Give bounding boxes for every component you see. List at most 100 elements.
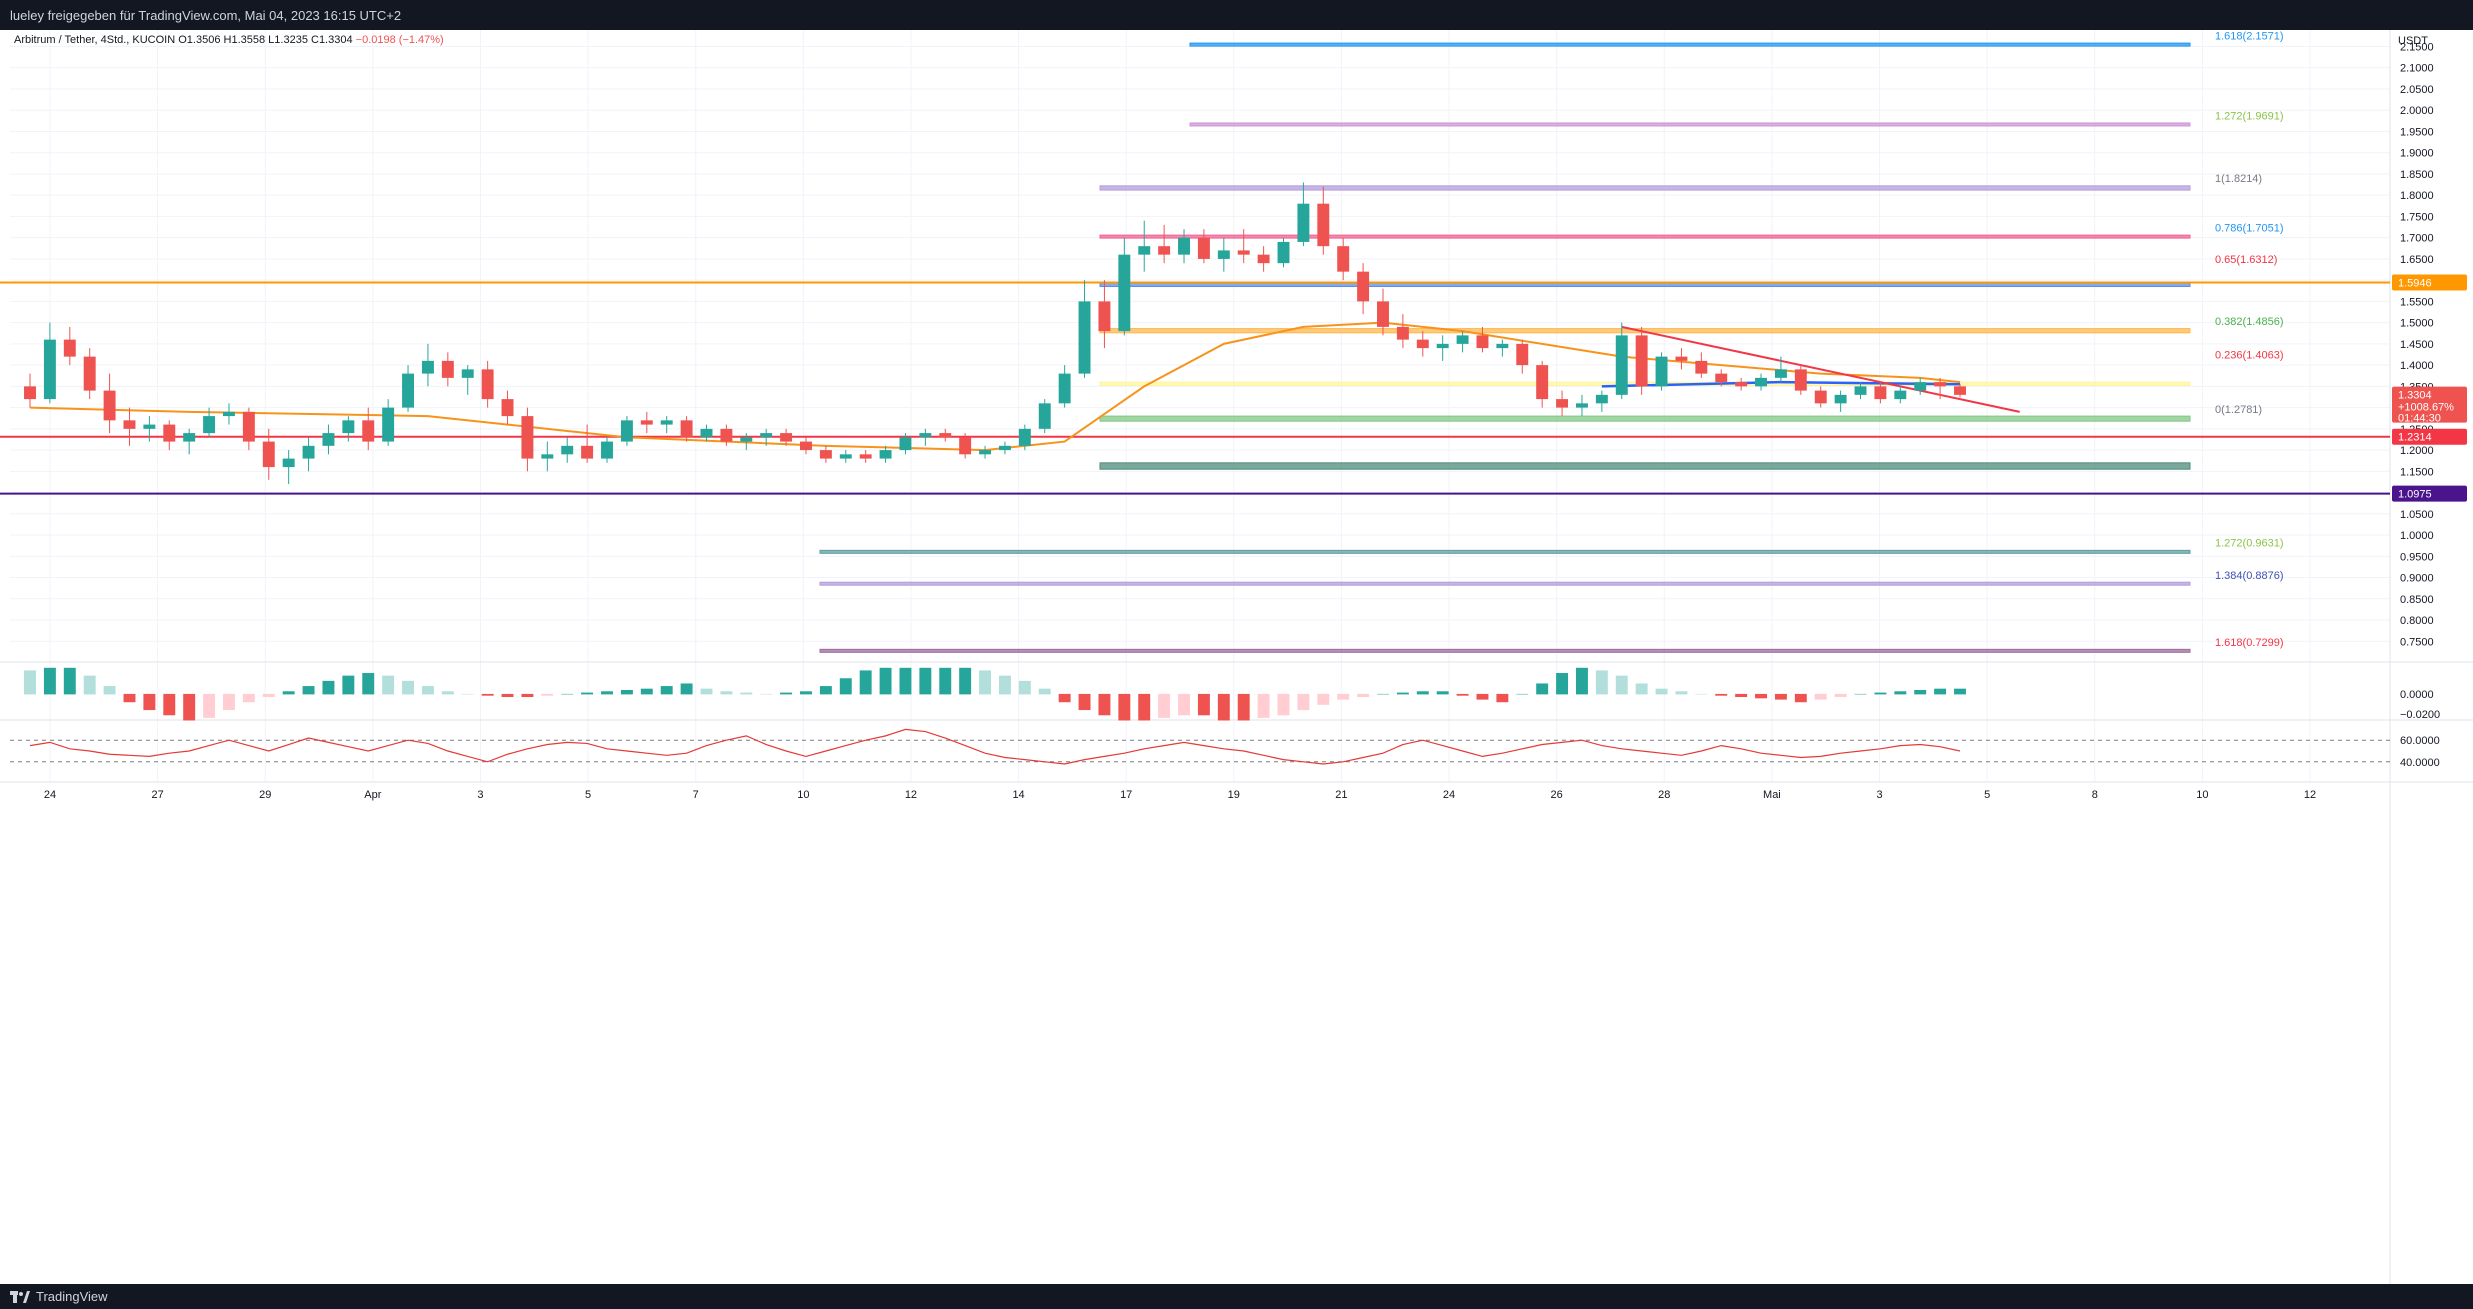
candle-body	[959, 437, 972, 455]
candle-body	[859, 454, 872, 459]
time-tick-label: 24	[1443, 789, 1455, 801]
macd-bar	[1377, 693, 1389, 695]
candle	[1118, 237, 1131, 336]
candle	[521, 407, 534, 472]
candle-body	[1536, 365, 1549, 400]
macd-bar	[461, 693, 474, 695]
candle	[1257, 246, 1270, 272]
chart-area[interactable]: 1.618(2.1571) 1.272(1.9691) 1(1.8214) 0.786…	[0, 30, 2473, 1284]
candle	[640, 411, 653, 434]
macd-bar	[1496, 693, 1509, 703]
zone-rect	[1189, 42, 2191, 47]
candle-body	[362, 420, 375, 442]
candle-body	[1615, 335, 1628, 395]
macd-bar	[1396, 692, 1409, 695]
candle-body	[163, 424, 176, 442]
price-tick-label: 0.8500	[2400, 594, 2434, 606]
macd-bar	[800, 691, 812, 695]
time-tick-label: 17	[1120, 789, 1132, 801]
price-tag-orange: 1.5946	[2392, 274, 2467, 291]
candle	[103, 373, 116, 434]
price-tick-label: 1.4000	[2400, 360, 2434, 372]
candle	[342, 416, 355, 442]
candle	[501, 390, 514, 425]
candle	[839, 450, 852, 463]
candle	[859, 450, 872, 463]
candle	[1874, 382, 1887, 404]
candle-body	[939, 433, 952, 438]
macd-bar	[700, 688, 713, 695]
candle-body	[1297, 203, 1310, 242]
macd-bar	[1098, 693, 1111, 716]
zone-rect	[819, 581, 2191, 586]
candle-body	[1257, 254, 1270, 264]
price-tag-purple-text: 1.0975	[2398, 489, 2432, 501]
candle	[223, 403, 235, 425]
candle	[1058, 365, 1071, 408]
zone-rect	[819, 648, 2191, 653]
candles	[24, 182, 1966, 485]
macd-bar	[282, 691, 295, 695]
candle	[1755, 373, 1767, 391]
zone-rect	[819, 549, 2191, 554]
macd-bar	[481, 693, 494, 696]
candle	[143, 416, 156, 442]
time-tick-label: 3	[477, 789, 483, 801]
candle-body	[1197, 237, 1210, 259]
candle-body	[183, 433, 196, 442]
price-tick-label: 1.4500	[2400, 339, 2434, 351]
brand-name: TradingView	[36, 1289, 108, 1304]
rsi-tick-label: 40.0000	[2400, 757, 2440, 769]
macd-bar	[441, 691, 454, 695]
macd-bar	[1416, 691, 1429, 695]
zone-rect	[1099, 415, 2191, 422]
time-tick-label: 5	[585, 789, 591, 801]
candle	[1575, 394, 1588, 417]
macd-bar	[322, 680, 335, 695]
candle	[1476, 326, 1489, 353]
chart-background	[0, 30, 2473, 1284]
candle-body	[780, 433, 793, 442]
macd-bar	[760, 693, 773, 695]
macd-bar	[640, 688, 653, 695]
candle-body	[1834, 394, 1847, 404]
candle	[441, 352, 454, 387]
price-tag-red-bg	[2392, 428, 2467, 445]
candle	[43, 322, 56, 404]
candle-body	[322, 433, 335, 446]
ohlc-open: O1.3506	[178, 34, 221, 46]
candle-body	[1138, 246, 1151, 255]
candle	[998, 441, 1011, 455]
fib-level-label: 1(1.8214)	[2215, 173, 2262, 185]
candle-body	[1774, 369, 1787, 378]
macd-bar	[1635, 683, 1648, 695]
macd-bar	[1536, 683, 1549, 695]
candle-body	[640, 420, 653, 425]
candle-body	[302, 445, 315, 459]
candle-body	[1436, 343, 1449, 349]
time-tick-label: 21	[1335, 789, 1347, 801]
macd-bar	[1118, 693, 1131, 721]
macd-bar	[1516, 693, 1529, 695]
candle-body	[879, 450, 892, 459]
candle-body	[521, 416, 534, 459]
macd-axis: 0.0000 −0.0200	[2400, 689, 2440, 721]
candle-body	[1914, 382, 1927, 391]
macd-bar	[103, 686, 116, 695]
macd-bar	[382, 675, 395, 695]
tradingview-icon	[10, 1290, 30, 1303]
candle-body	[63, 339, 76, 357]
price-tick-label: 1.9000	[2400, 148, 2434, 160]
candle	[1277, 237, 1290, 268]
ema-line	[29, 321, 1961, 452]
macd-bar	[1018, 680, 1031, 695]
price-chart[interactable]: 1.618(2.1571) 1.272(1.9691) 1(1.8214) 0.786…	[0, 30, 2473, 1284]
candle	[123, 407, 136, 446]
candle	[1237, 229, 1250, 264]
tradingview-logo[interactable]: TradingView	[10, 1289, 108, 1304]
macd-bar	[1337, 693, 1350, 700]
fib-level-label: 1.272(0.9631)	[2215, 538, 2284, 550]
macd-bar	[1178, 693, 1190, 716]
zone-rect	[1099, 185, 2191, 191]
ohlc-low: L1.3235	[268, 34, 308, 46]
